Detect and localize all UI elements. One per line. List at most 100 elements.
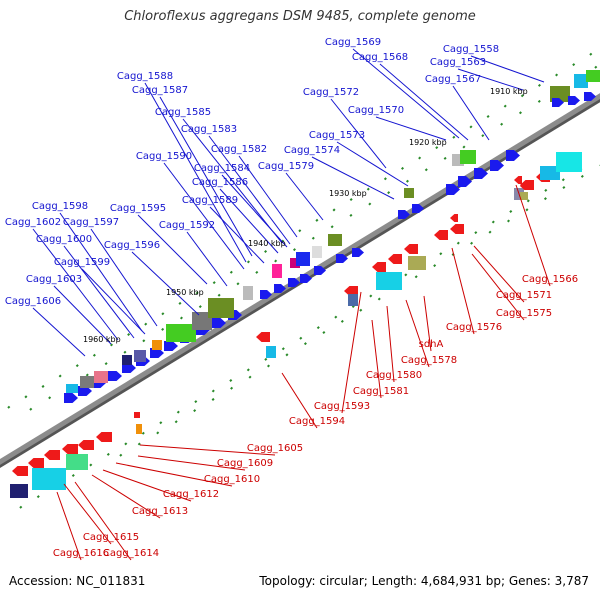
gene-block	[376, 272, 402, 290]
reverse-gene-arrow	[514, 176, 522, 184]
tick-mark	[29, 407, 33, 411]
tick-mark	[159, 421, 163, 425]
reverse-gene-arrow	[44, 450, 60, 460]
tick-mark	[537, 83, 541, 87]
leader-line	[159, 96, 253, 257]
forward-gene-arrow	[122, 363, 136, 373]
leader-line	[91, 474, 161, 519]
gene-block	[10, 484, 28, 498]
tick-mark	[349, 198, 353, 202]
leader-line	[285, 172, 324, 221]
gene-label-forward: Cagg_1583	[181, 124, 237, 135]
leader-line	[386, 305, 395, 383]
gene-label-reverse: Cagg_1614	[103, 548, 159, 559]
forward-gene-arrow	[260, 290, 272, 299]
forward-gene-arrow	[584, 92, 596, 101]
forward-gene-arrow	[446, 184, 460, 195]
leader-line	[63, 483, 112, 545]
leader-line	[457, 68, 524, 91]
gene-block	[556, 152, 582, 172]
leader-line	[451, 247, 475, 335]
map-title: Chloroflexus aggregans DSM 9485, complet…	[124, 9, 476, 24]
leader-line	[470, 55, 545, 83]
reverse-gene-arrow	[12, 466, 28, 476]
leader-line	[423, 295, 432, 352]
tick-mark	[178, 301, 182, 305]
forward-gene-arrow	[336, 254, 348, 263]
tick-mark	[195, 291, 199, 295]
tick-mark	[174, 420, 178, 424]
gene-label-reverse: Cagg_1566	[522, 274, 578, 285]
forward-gene-arrow	[78, 386, 92, 396]
tick-mark	[387, 191, 391, 195]
tick-mark	[470, 241, 474, 245]
forward-gene-arrow	[398, 210, 410, 219]
label-leaders	[32, 48, 551, 561]
reverse-gene-arrow	[372, 262, 386, 272]
gene-label-reverse: Cagg_1571	[496, 290, 552, 301]
forward-gene-arrow	[108, 371, 122, 381]
tick-mark	[543, 197, 547, 201]
tick-mark	[92, 353, 96, 357]
kbp-marker-label: 1960 kbp	[83, 335, 121, 344]
leader-line	[53, 285, 112, 345]
tick-mark	[48, 396, 52, 400]
leader-line	[471, 253, 525, 321]
leader-line	[452, 85, 490, 141]
tick-mark	[217, 293, 221, 297]
tick-mark	[36, 495, 40, 499]
leader-line	[144, 82, 247, 263]
gene-block	[136, 424, 142, 434]
gene-label-forward: Cagg_1606	[5, 296, 61, 307]
leader-line	[281, 372, 318, 429]
tick-mark	[589, 52, 593, 56]
forward-gene-arrow	[568, 96, 580, 105]
tick-mark	[141, 431, 145, 435]
tick-mark	[544, 188, 548, 192]
genome-summary-text: Topology: circular; Length: 4,684,931 bp…	[259, 574, 589, 588]
tick-mark	[281, 347, 285, 351]
leader-line	[137, 455, 246, 471]
gene-features	[10, 70, 600, 498]
reverse-gene-arrow	[28, 458, 44, 468]
forward-gene-arrow	[274, 284, 286, 293]
tick-mark	[405, 179, 409, 183]
gene-block	[134, 412, 140, 418]
gene-block	[408, 256, 426, 270]
forward-gene-arrow	[288, 278, 300, 287]
gene-block	[166, 324, 196, 342]
tick-mark	[349, 213, 353, 217]
tick-mark	[75, 364, 79, 368]
gene-block	[312, 246, 322, 258]
gene-block	[348, 294, 358, 306]
tick-mark	[142, 339, 146, 343]
leader-line	[473, 245, 525, 303]
forward-gene-arrow	[412, 204, 424, 213]
gene-label-forward: Cagg_1567	[425, 74, 481, 85]
gene-block	[586, 70, 600, 82]
gene-label-reverse: Cagg_1615	[83, 532, 139, 543]
reverse-gene-arrow	[450, 224, 464, 234]
tick-mark	[469, 125, 473, 129]
tick-mark	[156, 431, 160, 435]
reverse-gene-arrow	[434, 230, 448, 240]
tick-mark	[518, 111, 522, 115]
kbp-markers: 1910 kbp 1920 kbp 1930 kbp 1940 kbp 1950 kbp…	[83, 87, 528, 344]
tick-mark	[474, 231, 478, 235]
tick-mark	[359, 308, 363, 312]
reverse-gene-arrow	[450, 214, 458, 222]
tick-mark	[106, 452, 110, 456]
tick-mark	[119, 453, 123, 457]
gene-block	[66, 384, 78, 393]
tick-mark	[161, 312, 165, 316]
gene-block	[243, 286, 253, 300]
tick-mark	[179, 316, 183, 320]
leader-line	[186, 231, 228, 287]
tick-mark	[19, 505, 23, 509]
leader-line	[81, 268, 146, 335]
tick-mark	[266, 364, 270, 368]
gene-label-reverse: Cagg_1575	[496, 308, 552, 319]
reverse-gene-arrow	[62, 444, 78, 454]
gene-label-reverse: Cagg_1578	[401, 355, 457, 366]
tick-mark	[248, 375, 252, 379]
